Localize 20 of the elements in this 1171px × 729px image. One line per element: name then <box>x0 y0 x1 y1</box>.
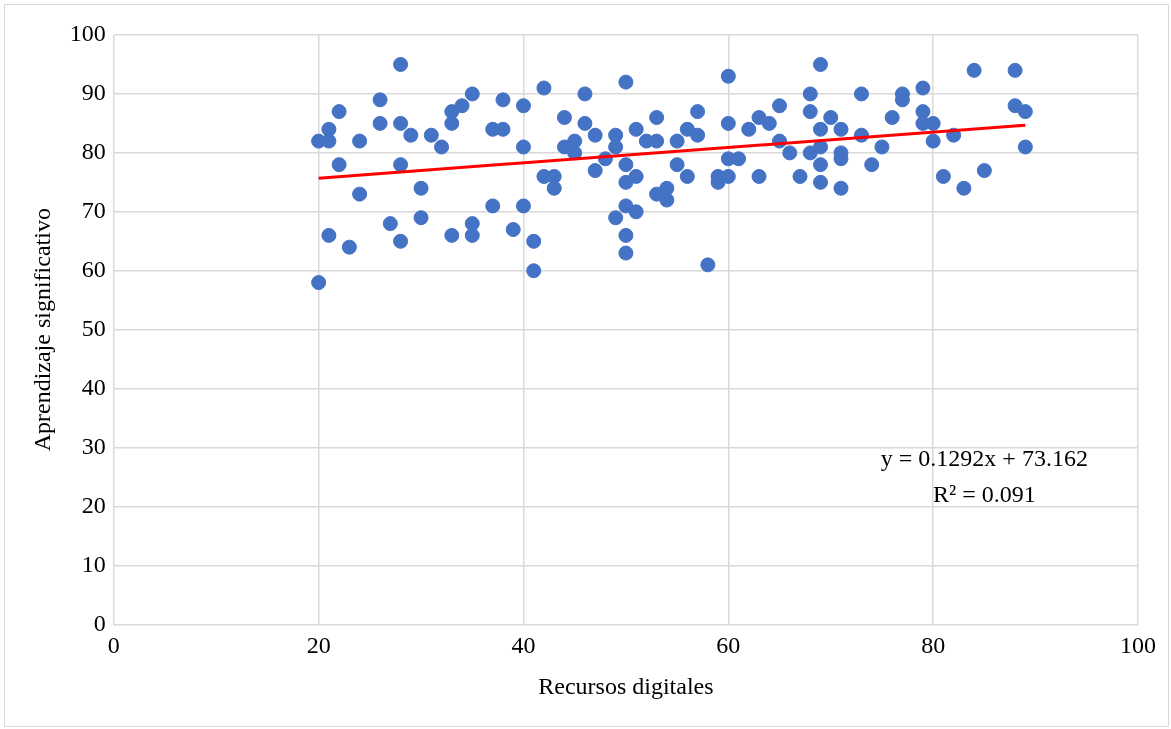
x-tick-label: 60 <box>716 632 741 659</box>
x-axis-title: Recursos digitales <box>538 672 714 699</box>
y-tick-label: 100 <box>69 20 106 47</box>
annotation: y = 0.1292x + 73.162 <box>880 444 1088 471</box>
x-tick-label: 40 <box>511 632 536 659</box>
y-tick-label: 0 <box>93 609 106 636</box>
x-tick-label: 80 <box>921 632 946 659</box>
y-tick-label: 10 <box>81 550 106 577</box>
y-tick-label: 40 <box>81 373 106 400</box>
y-axis-title: Aprendizaje significativo <box>28 208 55 452</box>
y-tick-label: 80 <box>81 138 106 165</box>
x-tick-label: 20 <box>306 632 331 659</box>
y-tick-label: 30 <box>81 432 106 459</box>
y-tick-label: 90 <box>81 79 106 106</box>
x-tick-label: 100 <box>1120 632 1156 659</box>
annotation: R² = 0.091 <box>932 480 1036 507</box>
y-tick-label: 60 <box>81 256 106 283</box>
y-tick-label: 70 <box>81 197 106 224</box>
y-tick-label: 50 <box>81 315 106 341</box>
y-tick-label: 20 <box>81 491 106 518</box>
